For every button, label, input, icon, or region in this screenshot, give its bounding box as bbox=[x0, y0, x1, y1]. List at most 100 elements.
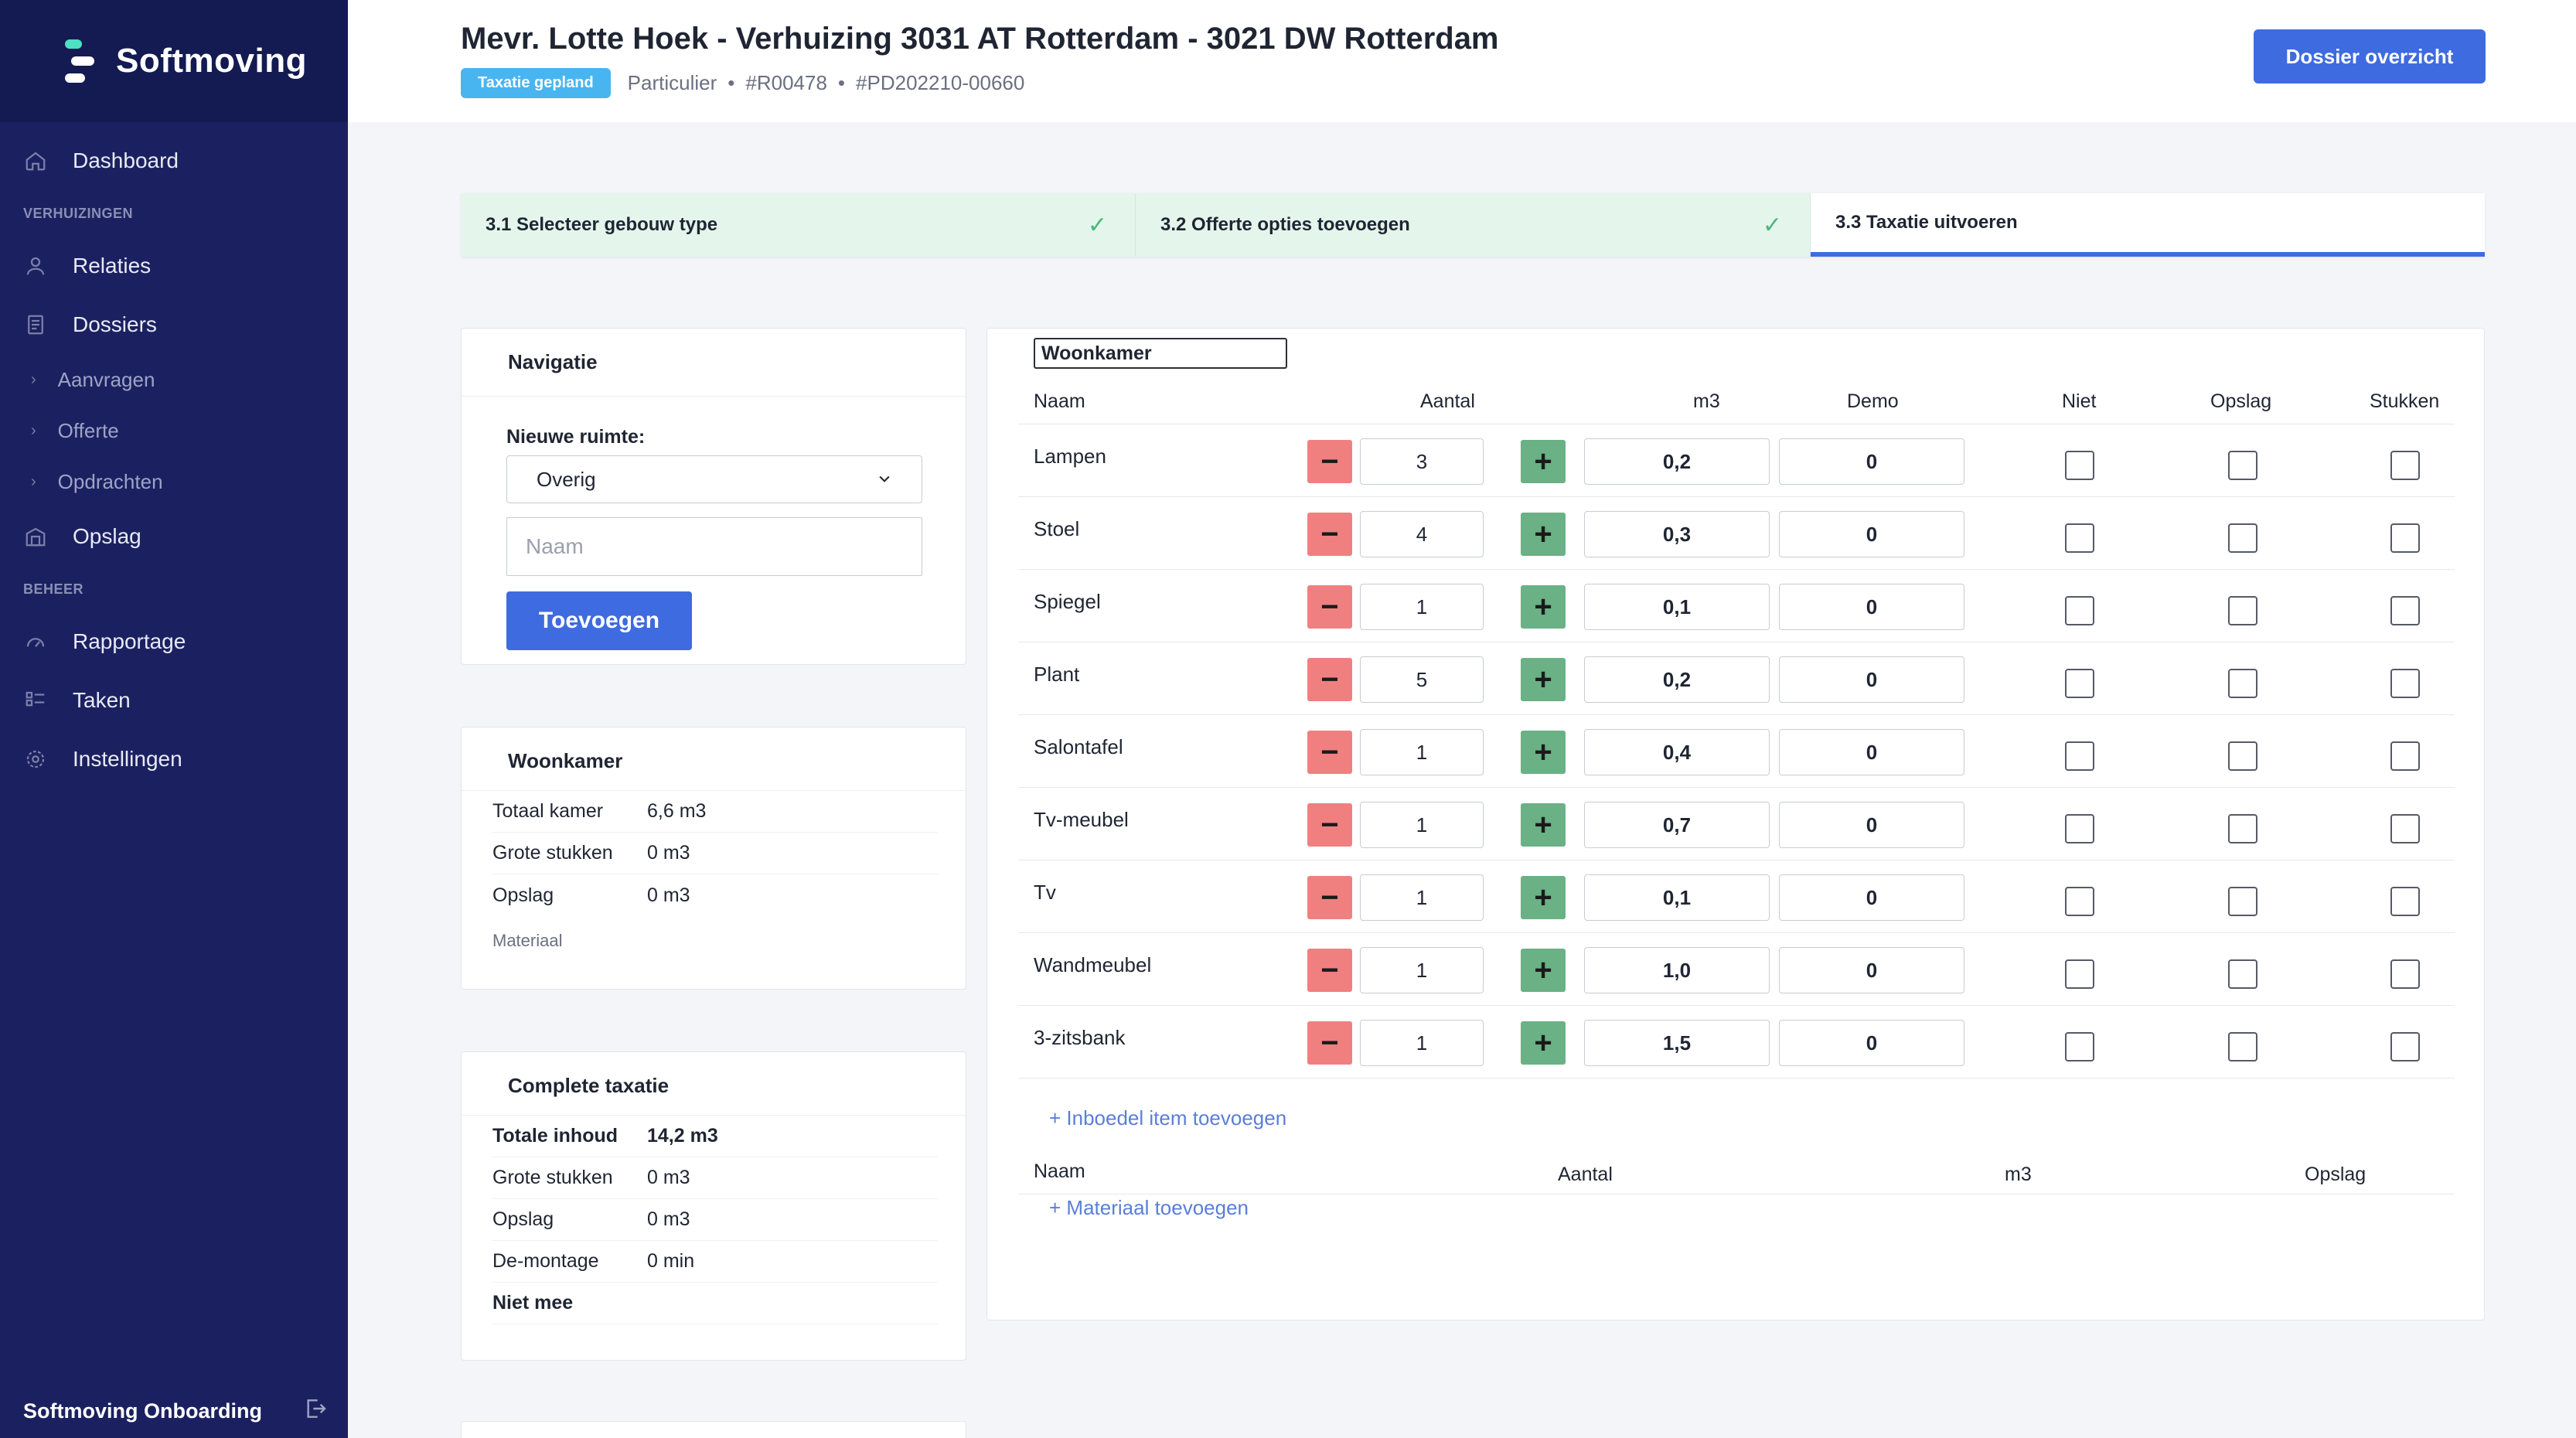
increase-quantity-button[interactable]: + bbox=[1521, 949, 1566, 992]
stukken-checkbox[interactable] bbox=[2390, 451, 2420, 480]
add-material-link[interactable]: + Materiaal toevoegen bbox=[1049, 1196, 1249, 1219]
increase-quantity-button[interactable]: + bbox=[1521, 513, 1566, 556]
demo-field[interactable]: 0 bbox=[1779, 874, 1964, 921]
increase-quantity-button[interactable]: + bbox=[1521, 1021, 1566, 1065]
volume-field[interactable]: 0,1 bbox=[1584, 584, 1770, 630]
demo-field[interactable]: 0 bbox=[1779, 656, 1964, 703]
dossier-overview-button[interactable]: Dossier overzicht bbox=[2254, 29, 2486, 83]
demo-field[interactable]: 0 bbox=[1779, 802, 1964, 848]
decrease-quantity-button[interactable]: − bbox=[1307, 731, 1352, 774]
decrease-quantity-button[interactable]: − bbox=[1307, 803, 1352, 847]
opslag-checkbox[interactable] bbox=[2228, 596, 2257, 625]
opslag-checkbox[interactable] bbox=[2228, 669, 2257, 698]
demo-field[interactable]: 0 bbox=[1779, 584, 1964, 630]
room-name-input[interactable] bbox=[506, 517, 922, 576]
quantity-field[interactable]: 1 bbox=[1360, 729, 1484, 775]
step-quote-options[interactable]: 3.2 Offerte opties toevoegen ✓ bbox=[1136, 193, 1811, 257]
add-inventory-item-link[interactable]: + Inboedel item toevoegen bbox=[1049, 1106, 1287, 1130]
opslag-checkbox[interactable] bbox=[2228, 887, 2257, 916]
niet-checkbox[interactable] bbox=[2065, 814, 2094, 843]
sidebar-item-label: Dashboard bbox=[73, 148, 179, 172]
step-select-building-type[interactable]: 3.1 Selecteer gebouw type ✓ bbox=[461, 193, 1136, 257]
logout-icon[interactable] bbox=[303, 1396, 328, 1426]
volume-field[interactable]: 0,1 bbox=[1584, 874, 1770, 921]
stukken-checkbox[interactable] bbox=[2390, 1032, 2420, 1061]
increase-quantity-button[interactable]: + bbox=[1521, 876, 1566, 919]
decrease-quantity-button[interactable]: − bbox=[1307, 1021, 1352, 1065]
status-badge: Taxatie gepland bbox=[461, 68, 611, 98]
add-room-button[interactable]: Toevoegen bbox=[506, 591, 692, 650]
brand[interactable]: Softmoving bbox=[0, 0, 348, 122]
niet-checkbox[interactable] bbox=[2065, 523, 2094, 553]
demo-field[interactable]: 0 bbox=[1779, 947, 1964, 993]
increase-quantity-button[interactable]: + bbox=[1521, 585, 1566, 629]
opslag-checkbox[interactable] bbox=[2228, 959, 2257, 989]
decrease-quantity-button[interactable]: − bbox=[1307, 949, 1352, 992]
volume-field[interactable]: 0,4 bbox=[1584, 729, 1770, 775]
stukken-checkbox[interactable] bbox=[2390, 523, 2420, 553]
increase-quantity-button[interactable]: + bbox=[1521, 440, 1566, 483]
step-perform-taxation[interactable]: 3.3 Taxatie uitvoeren bbox=[1811, 193, 2485, 257]
sidebar-item-taken[interactable]: Taken bbox=[0, 671, 348, 730]
volume-field[interactable]: 1,0 bbox=[1584, 947, 1770, 993]
opslag-checkbox[interactable] bbox=[2228, 1032, 2257, 1061]
demo-field[interactable]: 0 bbox=[1779, 511, 1964, 557]
table-row: Tv −1 +0,1 0 bbox=[1018, 860, 2455, 933]
account-name: Softmoving Onboarding bbox=[23, 1399, 262, 1423]
niet-checkbox[interactable] bbox=[2065, 1032, 2094, 1061]
demo-field[interactable]: 0 bbox=[1779, 1020, 1964, 1066]
sidebar-subitem-offerte[interactable]: › Offerte bbox=[0, 405, 348, 456]
stukken-checkbox[interactable] bbox=[2390, 741, 2420, 771]
niet-checkbox[interactable] bbox=[2065, 741, 2094, 771]
quantity-field[interactable]: 1 bbox=[1360, 584, 1484, 630]
sidebar-item-rapportage[interactable]: Rapportage bbox=[0, 612, 348, 671]
decrease-quantity-button[interactable]: − bbox=[1307, 513, 1352, 556]
niet-checkbox[interactable] bbox=[2065, 959, 2094, 989]
quantity-field[interactable]: 3 bbox=[1360, 438, 1484, 485]
decrease-quantity-button[interactable]: − bbox=[1307, 876, 1352, 919]
sidebar-item-relaties[interactable]: Relaties bbox=[0, 237, 348, 295]
sidebar-item-dashboard[interactable]: Dashboard bbox=[0, 131, 348, 190]
quantity-field[interactable]: 1 bbox=[1360, 947, 1484, 993]
volume-field[interactable]: 0,3 bbox=[1584, 511, 1770, 557]
quantity-field[interactable]: 1 bbox=[1360, 874, 1484, 921]
decrease-quantity-button[interactable]: − bbox=[1307, 658, 1352, 701]
demo-field[interactable]: 0 bbox=[1779, 729, 1964, 775]
sidebar-subitem-aanvragen[interactable]: › Aanvragen bbox=[0, 354, 348, 405]
sidebar-subitem-opdrachten[interactable]: › Opdrachten bbox=[0, 456, 348, 507]
room-title-input[interactable] bbox=[1034, 338, 1287, 369]
demo-field[interactable]: 0 bbox=[1779, 438, 1964, 485]
sidebar-item-label: Opdrachten bbox=[57, 469, 163, 493]
stukken-checkbox[interactable] bbox=[2390, 596, 2420, 625]
sidebar-item-instellingen[interactable]: Instellingen bbox=[0, 730, 348, 789]
quantity-field[interactable]: 1 bbox=[1360, 802, 1484, 848]
stukken-checkbox[interactable] bbox=[2390, 814, 2420, 843]
volume-field[interactable]: 0,2 bbox=[1584, 438, 1770, 485]
stukken-checkbox[interactable] bbox=[2390, 887, 2420, 916]
quantity-field[interactable]: 1 bbox=[1360, 1020, 1484, 1066]
increase-quantity-button[interactable]: + bbox=[1521, 658, 1566, 701]
volume-field[interactable]: 0,2 bbox=[1584, 656, 1770, 703]
decrease-quantity-button[interactable]: − bbox=[1307, 440, 1352, 483]
room-type-select[interactable]: Overig bbox=[506, 455, 922, 503]
quantity-field[interactable]: 5 bbox=[1360, 656, 1484, 703]
increase-quantity-button[interactable]: + bbox=[1521, 731, 1566, 774]
opslag-checkbox[interactable] bbox=[2228, 814, 2257, 843]
niet-checkbox[interactable] bbox=[2065, 451, 2094, 480]
sidebar-item-dossiers[interactable]: Dossiers bbox=[0, 295, 348, 354]
room-summary-card: Woonkamer Totaal kamer 6,6 m3 Grote stuk… bbox=[461, 727, 966, 990]
increase-quantity-button[interactable]: + bbox=[1521, 803, 1566, 847]
volume-field[interactable]: 0,7 bbox=[1584, 802, 1770, 848]
opslag-checkbox[interactable] bbox=[2228, 451, 2257, 480]
opslag-checkbox[interactable] bbox=[2228, 741, 2257, 771]
quantity-field[interactable]: 4 bbox=[1360, 511, 1484, 557]
niet-checkbox[interactable] bbox=[2065, 669, 2094, 698]
volume-field[interactable]: 1,5 bbox=[1584, 1020, 1770, 1066]
sidebar-item-opslag[interactable]: Opslag bbox=[0, 507, 348, 566]
opslag-checkbox[interactable] bbox=[2228, 523, 2257, 553]
decrease-quantity-button[interactable]: − bbox=[1307, 585, 1352, 629]
niet-checkbox[interactable] bbox=[2065, 887, 2094, 916]
niet-checkbox[interactable] bbox=[2065, 596, 2094, 625]
stukken-checkbox[interactable] bbox=[2390, 959, 2420, 989]
stukken-checkbox[interactable] bbox=[2390, 669, 2420, 698]
